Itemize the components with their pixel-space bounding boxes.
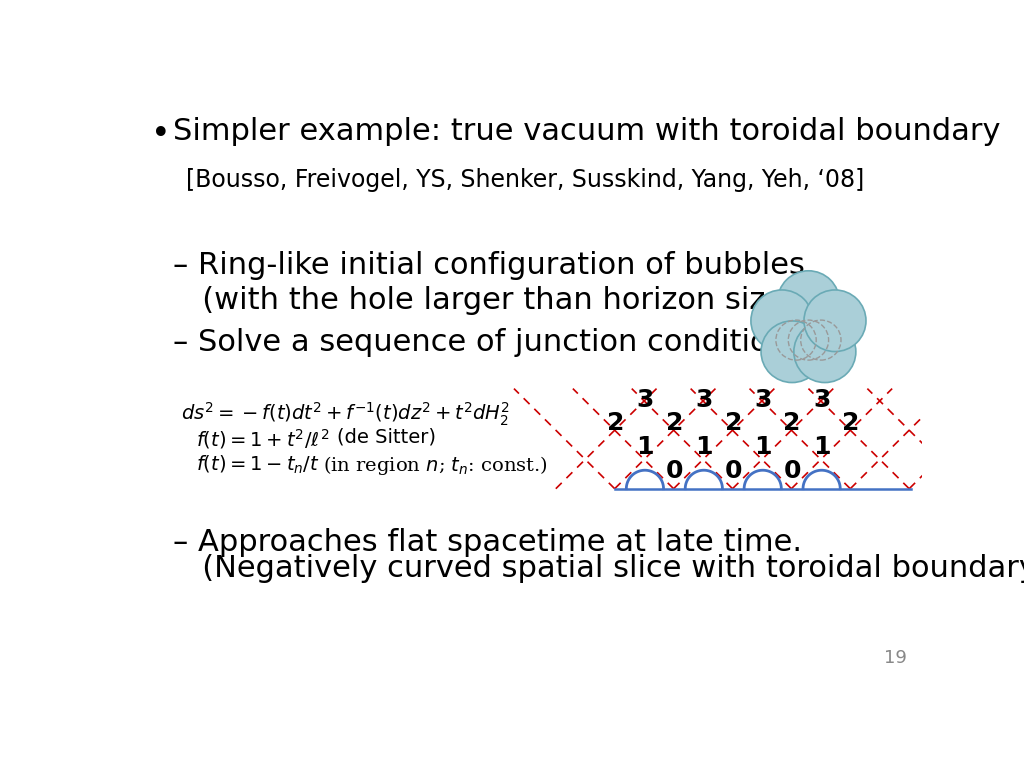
Text: 2: 2 bbox=[843, 411, 860, 435]
Text: [Bousso, Freivogel, YS, Shenker, Susskind, Yang, Yeh, ‘08]: [Bousso, Freivogel, YS, Shenker, Susskin… bbox=[185, 167, 864, 192]
Text: $ds^2 = -f(t)dt^2 + f^{-1}(t)dz^2 + t^2 dH_2^2$: $ds^2 = -f(t)dt^2 + f^{-1}(t)dz^2 + t^2 … bbox=[180, 400, 510, 428]
Text: 3: 3 bbox=[754, 388, 771, 412]
Circle shape bbox=[804, 290, 866, 352]
Text: $f(t) = 1 + t^2/\ell^2$: $f(t) = 1 + t^2/\ell^2$ bbox=[197, 427, 330, 451]
Text: 3: 3 bbox=[695, 388, 713, 412]
Text: – Approaches flat spacetime at late time.: – Approaches flat spacetime at late time… bbox=[173, 528, 802, 557]
Circle shape bbox=[761, 321, 823, 382]
Text: (de Sitter): (de Sitter) bbox=[337, 427, 436, 446]
Text: 1: 1 bbox=[636, 435, 653, 459]
Text: •: • bbox=[152, 118, 171, 151]
Text: 19: 19 bbox=[884, 649, 907, 667]
Text: 1: 1 bbox=[695, 435, 713, 459]
Circle shape bbox=[794, 321, 856, 382]
Text: 0: 0 bbox=[725, 458, 742, 482]
Text: (with the hole larger than horizon size): (with the hole larger than horizon size) bbox=[173, 286, 796, 315]
Circle shape bbox=[751, 290, 813, 352]
Text: $f(t) = 1 - t_n/t$: $f(t) = 1 - t_n/t$ bbox=[197, 454, 319, 476]
Text: (Negatively curved spatial slice with toroidal boundary): (Negatively curved spatial slice with to… bbox=[173, 554, 1024, 583]
Text: 2: 2 bbox=[783, 411, 801, 435]
Text: – Ring-like initial configuration of bubbles: – Ring-like initial configuration of bub… bbox=[173, 251, 805, 280]
Text: Simpler example: true vacuum with toroidal boundary: Simpler example: true vacuum with toroid… bbox=[173, 117, 1000, 146]
Text: 3: 3 bbox=[636, 388, 653, 412]
Circle shape bbox=[777, 271, 840, 333]
Text: 2: 2 bbox=[666, 411, 683, 435]
Text: 1: 1 bbox=[754, 435, 771, 459]
Text: (in region $n$; $t_n$: const.): (in region $n$; $t_n$: const.) bbox=[324, 454, 548, 477]
Text: 0: 0 bbox=[666, 458, 683, 482]
Text: 2: 2 bbox=[725, 411, 742, 435]
Text: – Solve a sequence of junction conditions: – Solve a sequence of junction condition… bbox=[173, 328, 804, 357]
Text: 2: 2 bbox=[607, 411, 625, 435]
Text: 0: 0 bbox=[783, 458, 801, 482]
Text: 3: 3 bbox=[813, 388, 830, 412]
Text: 1: 1 bbox=[813, 435, 830, 459]
